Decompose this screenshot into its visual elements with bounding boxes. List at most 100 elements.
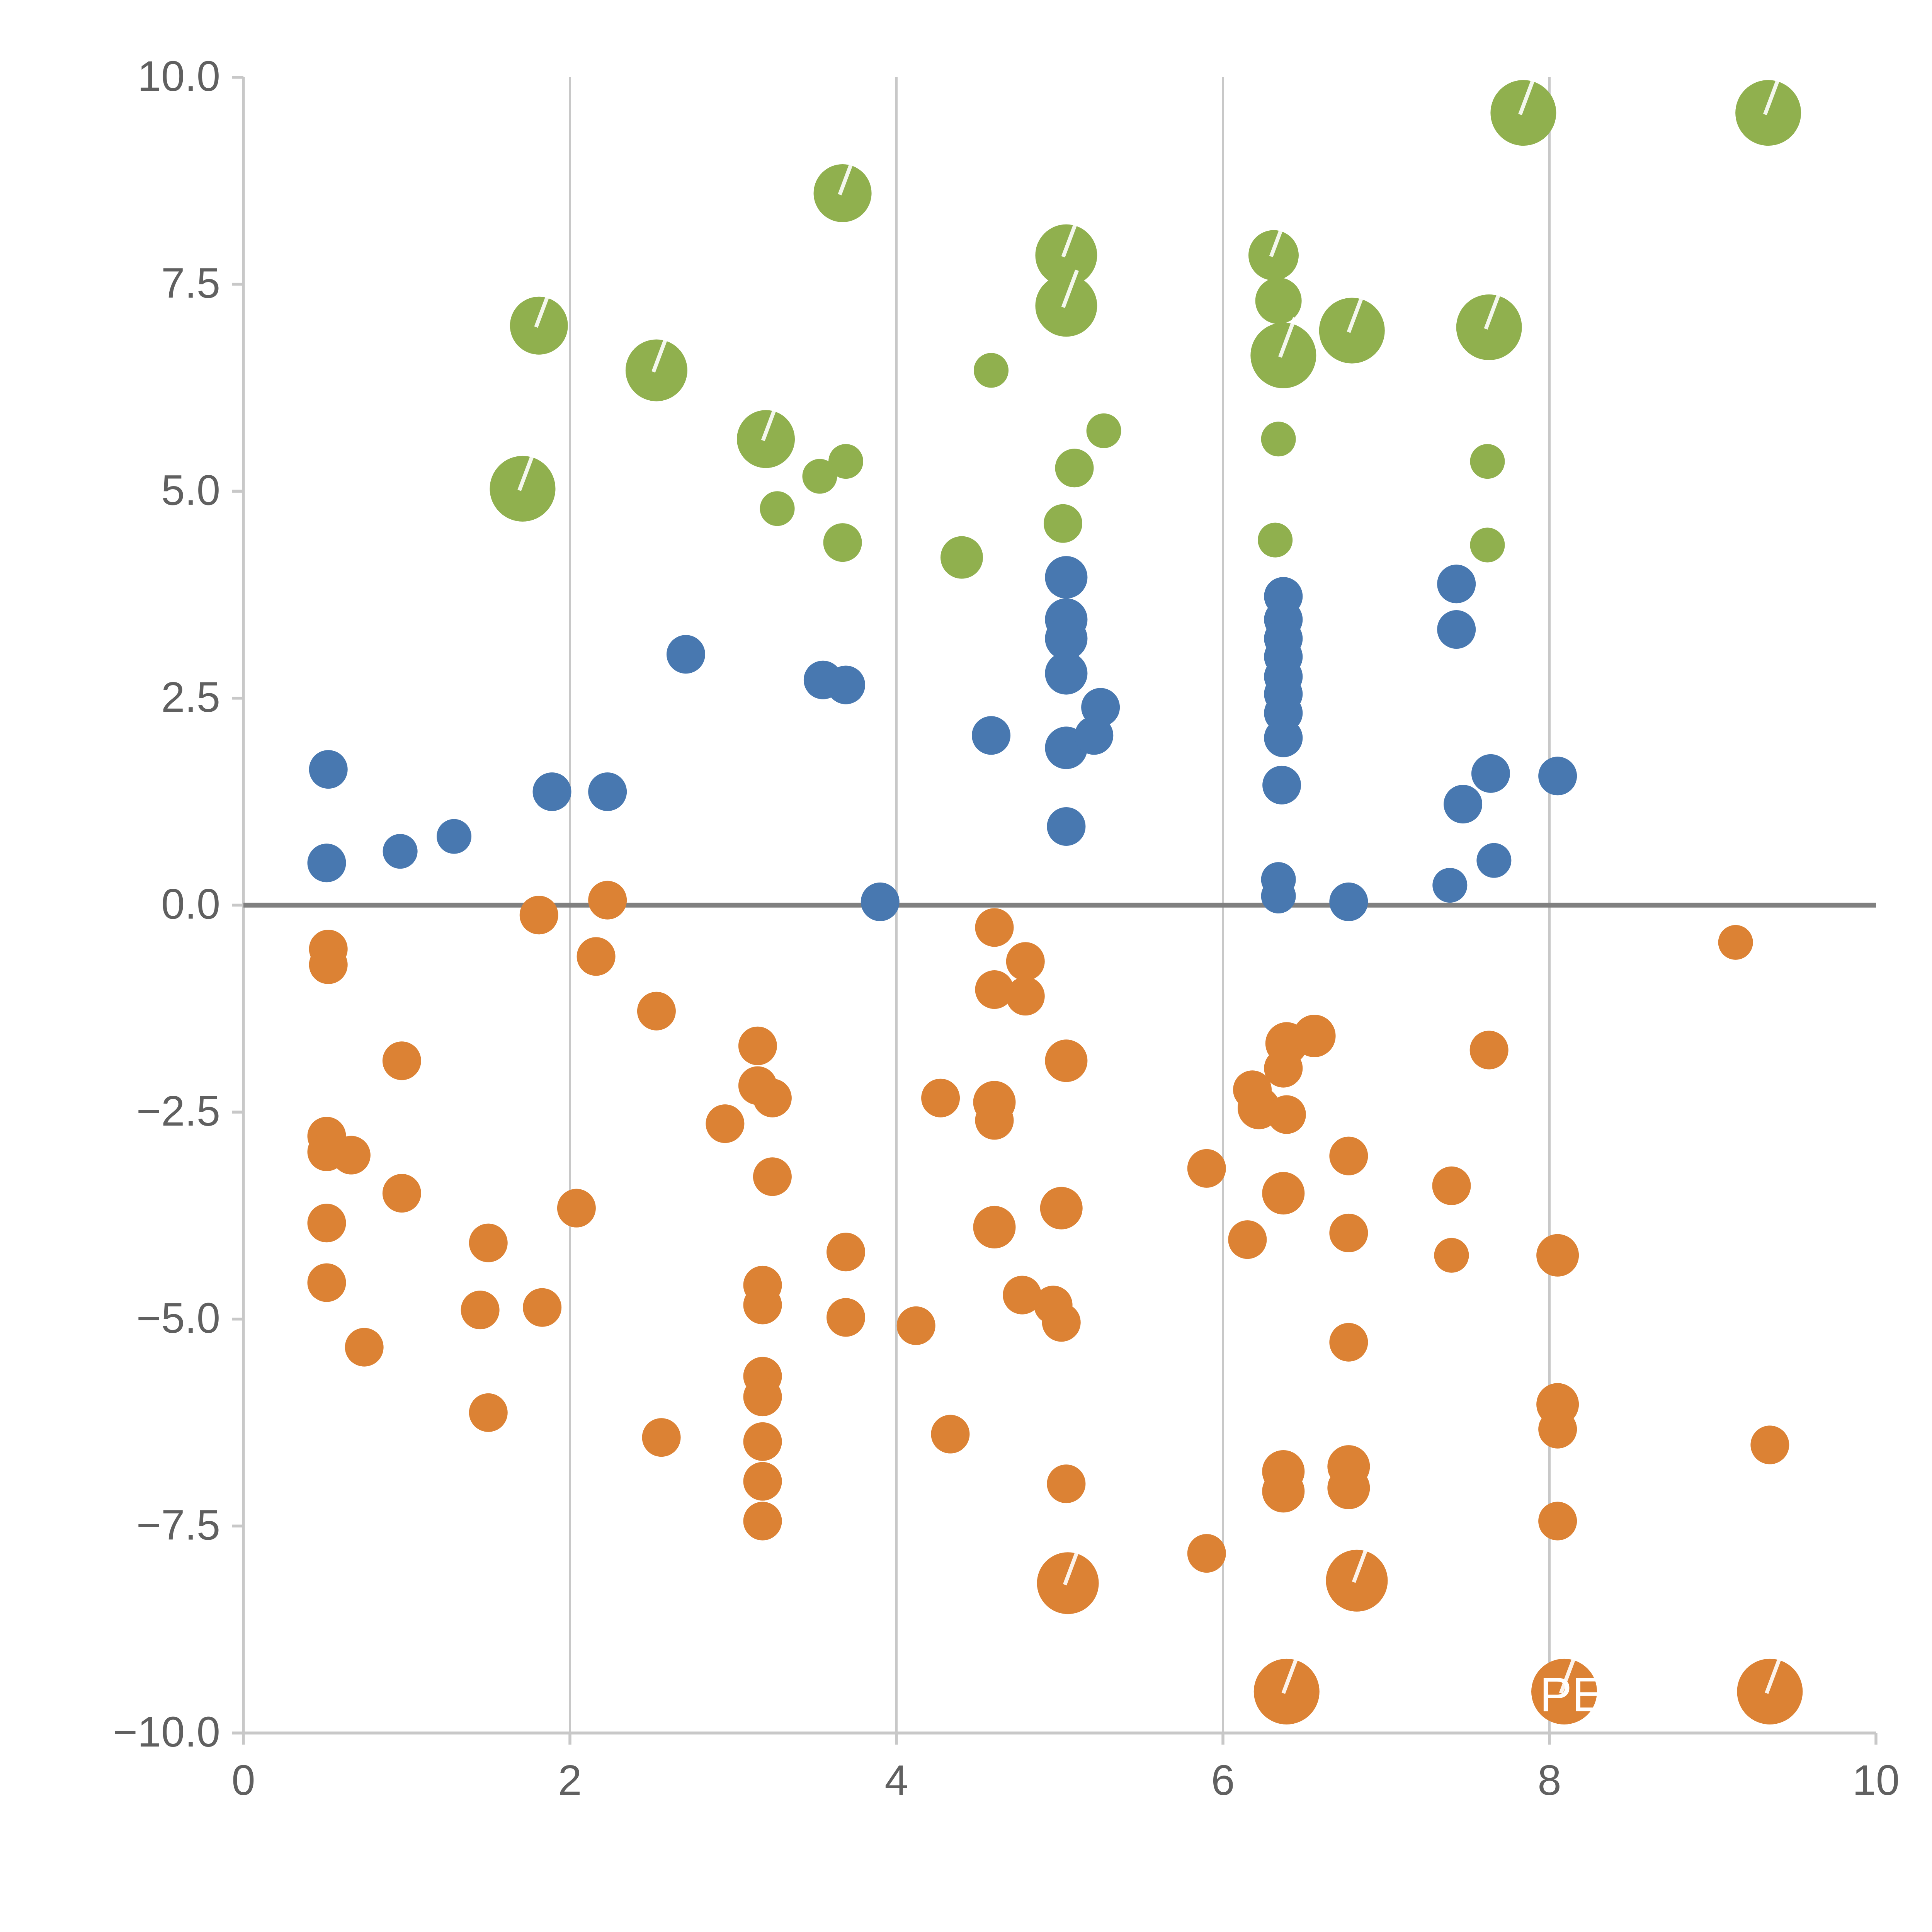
bubble-highlight xyxy=(1484,289,1503,330)
y-tick-label: −7.5 xyxy=(136,1501,220,1549)
bubble xyxy=(523,1288,562,1327)
bubble xyxy=(706,1104,745,1143)
bubble xyxy=(510,296,568,355)
bubble xyxy=(828,444,864,479)
bubble xyxy=(1327,1466,1370,1509)
bubble xyxy=(345,1328,384,1367)
bubble xyxy=(1329,1213,1368,1252)
bubble xyxy=(1319,298,1385,364)
bubble-highlight xyxy=(1061,269,1079,308)
bubble xyxy=(332,1136,371,1175)
y-tick-label: 2.5 xyxy=(161,673,220,721)
bubble xyxy=(1055,449,1094,488)
x-tick-label: 8 xyxy=(1537,1757,1561,1804)
bubble xyxy=(519,896,558,935)
series-green xyxy=(490,74,1801,579)
bubble xyxy=(743,1286,782,1325)
bubble-highlight xyxy=(1518,74,1537,116)
bubble xyxy=(1261,878,1296,913)
bubble xyxy=(1037,1552,1099,1614)
bubble xyxy=(1253,1658,1320,1725)
bubble xyxy=(557,1189,596,1228)
x-tick-label: 2 xyxy=(558,1757,582,1804)
bubble xyxy=(896,1306,935,1345)
bubble xyxy=(307,1263,346,1302)
bubble xyxy=(1187,1534,1226,1573)
bubble xyxy=(1006,942,1045,981)
axis-ticks: 10.0 7.5 5.0 2.5 0.0 −2.5 −5.0 −7.5 −10.00 2 4 6 8 10 xyxy=(113,53,1900,1804)
bubble xyxy=(1538,757,1577,796)
bubble xyxy=(823,523,862,562)
bubble xyxy=(1086,413,1121,448)
bubble xyxy=(469,1223,508,1262)
y-tick-label: 0.0 xyxy=(161,881,220,928)
bubble xyxy=(743,1378,782,1417)
bubble xyxy=(666,635,705,674)
bubble xyxy=(975,1101,1014,1140)
y-tick-label: 10.0 xyxy=(138,53,220,100)
bubble-highlight xyxy=(534,291,551,328)
bubble xyxy=(738,1026,777,1065)
bubble xyxy=(940,536,983,579)
bubble xyxy=(577,937,616,976)
bubble-highlight xyxy=(1763,74,1782,116)
bubble xyxy=(469,1393,508,1432)
bubble xyxy=(1003,1276,1042,1315)
bubble xyxy=(743,1462,782,1501)
bubble xyxy=(1326,1549,1388,1612)
bubble-highlight xyxy=(1352,1544,1370,1583)
bubble xyxy=(1047,1464,1086,1503)
bubble xyxy=(1538,1410,1577,1449)
bubble-highlight xyxy=(1765,1653,1783,1694)
bubble xyxy=(1250,322,1316,388)
bubble xyxy=(1267,1095,1306,1134)
bubble xyxy=(813,164,872,222)
bubble xyxy=(975,970,1014,1009)
bubble xyxy=(1434,1238,1469,1273)
bubble xyxy=(1531,1658,1597,1725)
bubble xyxy=(1035,275,1097,337)
bubble xyxy=(1047,807,1086,846)
bubble xyxy=(1264,1049,1303,1088)
bubble-highlight xyxy=(1061,219,1079,258)
bubble xyxy=(931,1415,970,1454)
bubble xyxy=(461,1291,500,1330)
bubble xyxy=(921,1078,960,1117)
bubble xyxy=(972,716,1011,755)
bubble xyxy=(1262,765,1301,804)
y-tick-label: 5.0 xyxy=(161,466,220,514)
bubble xyxy=(743,1502,782,1541)
bubble xyxy=(1187,1149,1226,1188)
bubble xyxy=(307,1204,346,1243)
bubble xyxy=(382,1041,421,1080)
bubble-highlight xyxy=(761,405,778,441)
bubble xyxy=(975,908,1014,947)
bubble xyxy=(588,772,627,811)
bubble xyxy=(1490,80,1556,146)
bubble xyxy=(1471,754,1510,793)
chart-annotation: PE xyxy=(1540,1668,1604,1722)
bubble xyxy=(861,882,900,921)
bubble xyxy=(1536,1234,1579,1277)
bubble xyxy=(532,772,571,811)
bubble xyxy=(1043,504,1082,543)
series-blue xyxy=(307,556,1577,921)
bubble xyxy=(309,750,348,789)
bubble-highlight xyxy=(651,334,669,373)
bubble xyxy=(1261,422,1296,457)
bubble xyxy=(1469,1031,1509,1070)
bubble xyxy=(1006,977,1045,1016)
bubble xyxy=(1432,1166,1471,1205)
bubble-highlight xyxy=(1269,226,1284,257)
bubble xyxy=(490,456,556,522)
bubble xyxy=(1075,716,1114,755)
bubble-highlight xyxy=(1347,292,1366,333)
bubble xyxy=(1035,224,1097,286)
y-tick-label: −5.0 xyxy=(136,1294,220,1342)
bubble-highlight xyxy=(838,159,855,196)
bubble xyxy=(827,1233,866,1272)
bubble xyxy=(1476,843,1512,878)
bubble-highlight xyxy=(1281,1653,1300,1694)
